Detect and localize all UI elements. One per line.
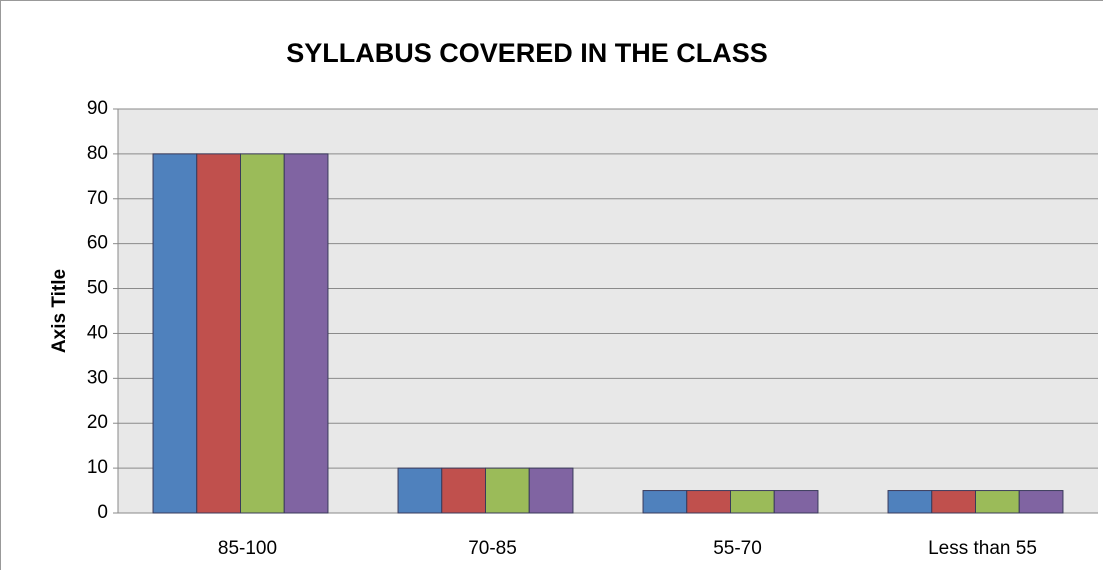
x-tick-label: Less than 55 [928, 538, 1037, 559]
chart-title: SYLLABUS COVERED IN THE CLASS [286, 38, 768, 68]
bar [240, 153, 285, 514]
bar [642, 490, 688, 514]
y-tick-label: 90 [87, 98, 108, 119]
y-tick-label: 40 [87, 322, 108, 343]
x-tick-label: 70-85 [468, 538, 517, 559]
bar [773, 490, 819, 514]
y-tick-label: 20 [87, 412, 108, 433]
y-tick-label: 10 [87, 457, 108, 478]
y-tick-label: 0 [97, 502, 108, 523]
bar [397, 467, 443, 514]
y-tick-label: 70 [87, 188, 108, 209]
y-tick-label: 50 [87, 278, 108, 299]
x-tick-label: 85-100 [218, 538, 277, 559]
bar [152, 153, 198, 514]
y-axis-title: Axis Title [49, 269, 70, 353]
bar [441, 467, 486, 514]
bar [1018, 490, 1064, 514]
bar [485, 467, 530, 514]
bar [975, 490, 1020, 514]
bar [196, 153, 241, 514]
bar [730, 490, 775, 514]
bar [887, 490, 933, 514]
y-tick-label: 60 [87, 233, 108, 254]
bar [686, 490, 732, 514]
bar [931, 490, 977, 514]
bar [528, 467, 574, 514]
bar [283, 153, 329, 514]
y-tick-label: 30 [87, 367, 108, 388]
y-tick-label: 80 [87, 143, 108, 164]
x-tick-label: 55-70 [713, 538, 762, 559]
